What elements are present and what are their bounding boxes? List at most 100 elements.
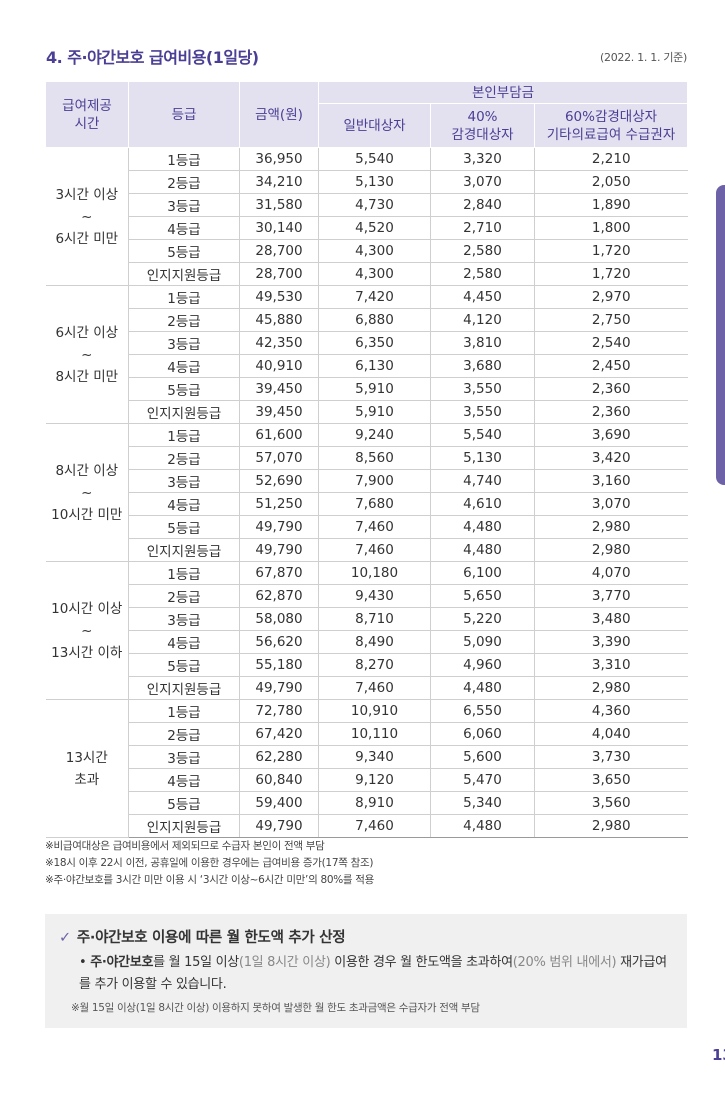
table-row: 인지지원등급 39,450 5,910 3,550 2,360 bbox=[46, 400, 688, 424]
amount-cell: 28,700 bbox=[239, 239, 319, 263]
box-bold-term: 주·야간보호 bbox=[90, 955, 154, 970]
general-copay-cell: 9,240 bbox=[318, 423, 431, 447]
copay-40-cell: 4,450 bbox=[430, 285, 535, 309]
box-title: ✓ 주·야간보호 이용에 따른 월 한도액 추가 산정 bbox=[59, 926, 346, 947]
table-row: 3등급 42,350 6,350 3,810 2,540 bbox=[46, 331, 688, 355]
grade-cell: 1등급 bbox=[128, 699, 240, 723]
grade-cell: 4등급 bbox=[128, 492, 240, 516]
grade-cell: 4등급 bbox=[128, 354, 240, 378]
copay-60-cell: 2,210 bbox=[533, 147, 688, 171]
basis-date: (2022. 1. 1. 기준) bbox=[600, 51, 687, 64]
copay-60-cell: 3,560 bbox=[533, 791, 688, 815]
amount-cell: 49,790 bbox=[239, 814, 319, 838]
copay-40-cell: 5,090 bbox=[430, 630, 535, 654]
bullet: • bbox=[79, 955, 87, 970]
general-copay-cell: 5,910 bbox=[318, 377, 431, 401]
table-row: 4등급 30,140 4,520 2,710 1,800 bbox=[46, 216, 688, 240]
copay-60-cell: 4,360 bbox=[533, 699, 688, 723]
grade-cell: 5등급 bbox=[128, 791, 240, 815]
table-row: 인지지원등급 28,700 4,300 2,580 1,720 bbox=[46, 262, 688, 286]
copay-60-cell: 3,480 bbox=[533, 607, 688, 631]
table-row: 3등급 58,080 8,710 5,220 3,480 bbox=[46, 607, 688, 631]
table-row: 8시간 이상 ~ 10시간 미만 1등급 61,600 9,240 5,540 3,690 bbox=[45, 423, 688, 562]
general-copay-cell: 8,270 bbox=[318, 653, 431, 677]
amount-cell: 67,870 bbox=[239, 561, 319, 585]
amount-cell: 42,350 bbox=[239, 331, 319, 355]
copay-60-cell: 2,540 bbox=[533, 331, 688, 355]
amount-cell: 31,580 bbox=[239, 193, 319, 217]
table-row: 4등급 51,250 7,680 4,610 3,070 bbox=[46, 492, 688, 516]
amount-cell: 30,140 bbox=[239, 216, 319, 240]
grade-cell: 5등급 bbox=[128, 653, 240, 677]
copay-40-cell: 5,130 bbox=[430, 446, 535, 470]
box-text-1: 를 월 15일 이상 bbox=[153, 955, 239, 970]
amount-cell: 39,450 bbox=[239, 377, 319, 401]
amount-cell: 67,420 bbox=[239, 722, 319, 746]
box-text-3: 재가급여를 추가 이용할 수 있습니다. bbox=[79, 955, 667, 992]
table-row: 5등급 28,700 4,300 2,580 1,720 bbox=[46, 239, 688, 263]
table-row: 4등급 40,910 6,130 3,680 2,450 bbox=[46, 354, 688, 378]
copay-60-cell: 2,050 bbox=[533, 170, 688, 194]
amount-cell: 58,080 bbox=[239, 607, 319, 631]
copay-40-cell: 4,480 bbox=[430, 515, 535, 539]
header-period: 급여제공 시간 bbox=[45, 81, 129, 148]
period-cell: 10시간 이상 ~ 13시간 이하 bbox=[45, 561, 129, 700]
grade-cell: 1등급 bbox=[128, 285, 240, 309]
copay-60-cell: 4,070 bbox=[533, 561, 688, 585]
table-row: 2등급 45,880 6,880 4,120 2,750 bbox=[46, 308, 688, 332]
box-note: ※월 15일 이상(1일 8시간 이상) 이용하지 못하여 발생한 월 한도 초… bbox=[71, 1002, 480, 1014]
copay-40-cell: 6,100 bbox=[430, 561, 535, 585]
table-row: 3시간 이상 ~ 6시간 미만 1등급 36,950 5,540 3,320 2,210 bbox=[45, 147, 688, 286]
box-gray-2: (20% 범위 내에서) bbox=[512, 955, 617, 970]
grade-cell: 3등급 bbox=[128, 745, 240, 769]
general-copay-cell: 9,340 bbox=[318, 745, 431, 769]
copay-40-cell: 3,810 bbox=[430, 331, 535, 355]
copay-40-cell: 4,480 bbox=[430, 814, 535, 838]
notes: ※비급여대상은 급여비용에서 제외되므로 수급자 본인이 전액 부담 ※18시 … bbox=[45, 838, 374, 889]
copay-40-cell: 2,580 bbox=[430, 262, 535, 286]
grade-cell: 2등급 bbox=[128, 446, 240, 470]
amount-cell: 36,950 bbox=[239, 147, 319, 171]
amount-cell: 56,620 bbox=[239, 630, 319, 654]
note-3: ※주·야간보호를 3시간 미만 이용 시 ‘3시간 이상~6시간 미만’의 80… bbox=[45, 874, 375, 886]
side-tab bbox=[716, 185, 725, 485]
table-row: 10시간 이상 ~ 13시간 이하 1등급 67,870 10,180 6,100 4,0… bbox=[45, 561, 688, 700]
grade-cell: 5등급 bbox=[128, 377, 240, 401]
copay-60-cell: 2,980 bbox=[533, 515, 688, 539]
table-row: 5등급 55,180 8,270 4,960 3,310 bbox=[46, 653, 688, 677]
fee-table-body: 3시간 이상 ~ 6시간 미만 1등급 36,950 5,540 3,320 2,210 2… bbox=[45, 147, 688, 838]
copay-40-cell: 4,480 bbox=[430, 676, 535, 700]
table-row: 2등급 62,870 9,430 5,650 3,770 bbox=[46, 584, 688, 608]
amount-cell: 28,700 bbox=[239, 262, 319, 286]
grade-cell: 1등급 bbox=[128, 561, 240, 585]
table-row: 인지지원등급 49,790 7,460 4,480 2,980 bbox=[46, 814, 688, 838]
copay-60-cell: 2,360 bbox=[533, 377, 688, 401]
general-copay-cell: 4,520 bbox=[318, 216, 431, 240]
grade-cell: 인지지원등급 bbox=[128, 676, 240, 700]
page-number: 13 bbox=[712, 1046, 725, 1064]
copay-60-cell: 2,980 bbox=[533, 676, 688, 700]
amount-cell: 62,280 bbox=[239, 745, 319, 769]
general-copay-cell: 7,900 bbox=[318, 469, 431, 493]
copay-40-cell: 3,070 bbox=[430, 170, 535, 194]
table-row: 3등급 62,280 9,340 5,600 3,730 bbox=[46, 745, 688, 769]
table-row: 5등급 49,790 7,460 4,480 2,980 bbox=[46, 515, 688, 539]
copay-60-cell: 3,310 bbox=[533, 653, 688, 677]
general-copay-cell: 5,130 bbox=[318, 170, 431, 194]
copay-60-cell: 2,750 bbox=[533, 308, 688, 332]
table-row: 5등급 39,450 5,910 3,550 2,360 bbox=[46, 377, 688, 401]
table-row: 6시간 이상 ~ 8시간 미만 1등급 49,530 7,420 4,450 2,970 bbox=[45, 285, 688, 424]
copay-60-cell: 1,720 bbox=[533, 239, 688, 263]
amount-cell: 55,180 bbox=[239, 653, 319, 677]
general-copay-cell: 6,350 bbox=[318, 331, 431, 355]
copay-40-cell: 4,740 bbox=[430, 469, 535, 493]
copay-40-cell: 3,320 bbox=[430, 147, 535, 171]
copay-40-cell: 3,550 bbox=[430, 377, 535, 401]
period-cell: 6시간 이상 ~ 8시간 미만 bbox=[45, 285, 129, 424]
copay-60-cell: 1,800 bbox=[533, 216, 688, 240]
general-copay-cell: 7,460 bbox=[318, 814, 431, 838]
amount-cell: 49,790 bbox=[239, 515, 319, 539]
period-cell: 13시간 초과 bbox=[45, 699, 129, 838]
box-body: • 주·야간보호를 월 15일 이상(1일 8시간 이상) 이용한 경우 월 한… bbox=[79, 952, 675, 996]
amount-cell: 51,250 bbox=[239, 492, 319, 516]
